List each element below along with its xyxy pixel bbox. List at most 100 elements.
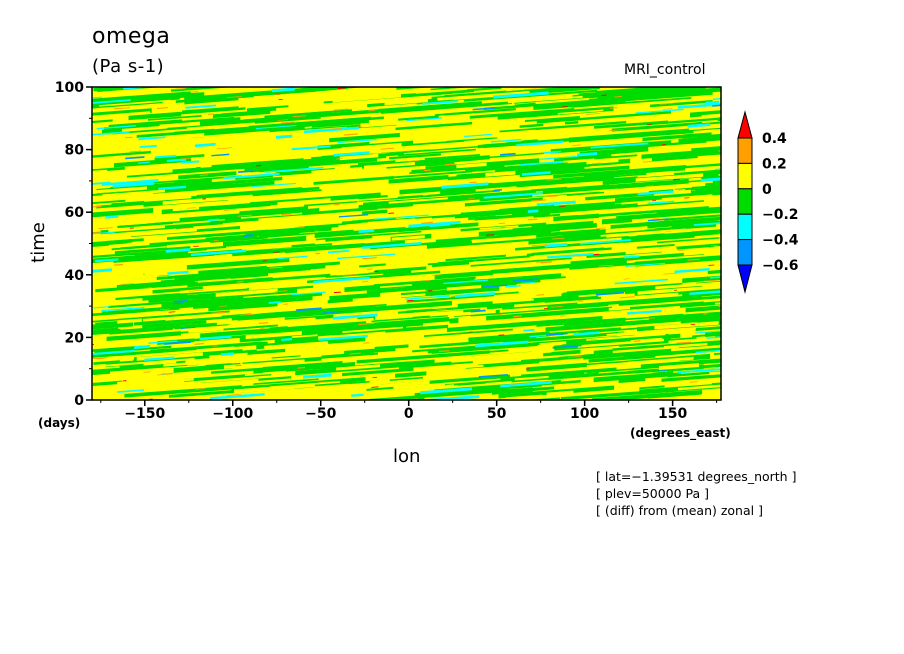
field-streak-negative bbox=[461, 278, 497, 285]
field-streak-positive bbox=[259, 149, 295, 154]
field-streak-negative bbox=[187, 277, 273, 288]
field-streak-strong-positive bbox=[536, 294, 545, 296]
field-streak-negative bbox=[319, 321, 351, 328]
field-streak-positive bbox=[342, 326, 403, 333]
field-streak-positive bbox=[655, 260, 721, 268]
field-streak-negative bbox=[447, 166, 585, 181]
field-streak-strong-positive bbox=[315, 252, 321, 255]
field-streak-negative bbox=[648, 313, 684, 321]
field-streak-positive bbox=[635, 173, 704, 182]
field-streak-negative bbox=[622, 143, 655, 149]
field-streak-negative bbox=[469, 108, 575, 119]
chart-title: omega bbox=[92, 24, 171, 49]
field-streak-negative bbox=[284, 240, 405, 254]
field-streak-strong-positive bbox=[237, 281, 244, 283]
field-streak-positive bbox=[319, 204, 359, 212]
field-streak-negative bbox=[740, 380, 833, 392]
field-streak-very-positive bbox=[388, 212, 394, 214]
field-streak-strong-negative bbox=[117, 389, 144, 393]
field-streak-strong-positive bbox=[240, 313, 255, 316]
field-streak-strong-positive bbox=[275, 290, 288, 292]
colorbar: 0.4 0.2 0 −0.2 −0.4 −0.6 bbox=[737, 110, 799, 294]
field-streak-very-negative bbox=[493, 188, 502, 192]
field-streak-strong-negative bbox=[590, 142, 649, 149]
field-streak-positive bbox=[453, 91, 530, 100]
field-streak-negative bbox=[92, 345, 143, 354]
field-streak-strong-positive bbox=[524, 88, 537, 91]
field-streak-positive bbox=[628, 356, 694, 365]
field-streak-strong-positive bbox=[509, 384, 517, 386]
field-streak-positive bbox=[479, 225, 519, 230]
field-streak-negative bbox=[414, 386, 509, 397]
field-streak-positive bbox=[263, 351, 311, 358]
field-streak-strong-negative bbox=[255, 125, 297, 130]
field-streak-negative bbox=[243, 273, 331, 283]
field-streak-negative bbox=[533, 98, 626, 111]
field-streak-strong-positive bbox=[609, 107, 618, 109]
field-streak-negative bbox=[237, 306, 373, 322]
field-streak-strong-negative bbox=[362, 241, 422, 249]
field-streak-negative bbox=[374, 344, 409, 351]
field-streak-strong-positive bbox=[424, 169, 432, 172]
field-streak-strong-negative bbox=[714, 168, 721, 170]
field-streak-strong-positive bbox=[188, 289, 204, 292]
field-streak-negative bbox=[553, 164, 687, 179]
field-streak-negative bbox=[657, 237, 720, 244]
field-streak-very-positive bbox=[73, 177, 80, 178]
field-streak-strong-positive bbox=[540, 261, 552, 264]
field-streak-negative bbox=[266, 229, 354, 238]
field-streak-negative bbox=[124, 385, 242, 398]
field-streak-positive bbox=[619, 183, 692, 194]
x-tick-label: 50 bbox=[487, 406, 507, 422]
field-streak-negative bbox=[298, 221, 362, 229]
field-streak-positive bbox=[600, 228, 687, 237]
field-streak-negative bbox=[230, 272, 269, 279]
field-streak-strong-negative bbox=[208, 218, 220, 222]
field-streak-negative bbox=[245, 227, 332, 238]
field-streak-positive bbox=[586, 332, 666, 342]
field-streak-positive bbox=[379, 284, 412, 289]
y-tick-label: 80 bbox=[65, 143, 85, 159]
field-streak-strong-negative bbox=[543, 150, 561, 154]
colorbar-label: 0.2 bbox=[762, 156, 787, 172]
field-streak-negative bbox=[92, 328, 121, 335]
field-streak-negative bbox=[671, 169, 721, 177]
field-streak-negative bbox=[498, 228, 560, 236]
field-streak-strong-negative bbox=[700, 177, 721, 182]
colorbar-label: −0.4 bbox=[762, 233, 799, 249]
field-streak-negative bbox=[92, 119, 113, 124]
field-streak-strong-negative bbox=[647, 200, 675, 205]
field-streak-positive bbox=[117, 318, 142, 324]
field-streak-strong-negative bbox=[303, 373, 332, 379]
field-streak-strong-positive bbox=[468, 197, 476, 199]
field-streak-positive bbox=[162, 194, 253, 205]
field-streak-positive bbox=[186, 122, 255, 130]
field-streak-negative bbox=[274, 335, 319, 344]
field-streak-positive bbox=[300, 350, 345, 358]
field-streak-negative bbox=[208, 301, 278, 312]
field-streak-strong-positive bbox=[659, 102, 673, 105]
field-streak-negative bbox=[137, 345, 172, 351]
field-streak-strong-positive bbox=[421, 221, 433, 224]
field-streak-very-positive bbox=[559, 206, 565, 208]
field-streak-negative bbox=[222, 235, 307, 247]
field-streak-negative bbox=[147, 115, 202, 121]
field-streak-strong-positive bbox=[500, 226, 506, 228]
field-streak-negative bbox=[133, 313, 252, 326]
field-streak-negative bbox=[490, 259, 627, 275]
field-streak-very-positive bbox=[193, 245, 199, 247]
field-streak-negative bbox=[716, 326, 721, 330]
field-streak-negative bbox=[234, 341, 268, 347]
field-streak-positive bbox=[363, 161, 415, 169]
field-streak-negative bbox=[752, 118, 795, 126]
field-streak-positive bbox=[216, 317, 285, 326]
field-streak-very-positive bbox=[684, 197, 690, 199]
field-streak-negative bbox=[593, 176, 638, 182]
field-streak-negative bbox=[370, 170, 473, 181]
field-streak-negative bbox=[161, 201, 271, 215]
field-streak-strong-positive bbox=[614, 96, 622, 98]
field-streak-strong-negative bbox=[709, 276, 721, 279]
field-streak-strong-positive bbox=[646, 185, 654, 187]
field-streak-negative bbox=[499, 121, 623, 133]
field-streak-negative bbox=[464, 197, 543, 207]
